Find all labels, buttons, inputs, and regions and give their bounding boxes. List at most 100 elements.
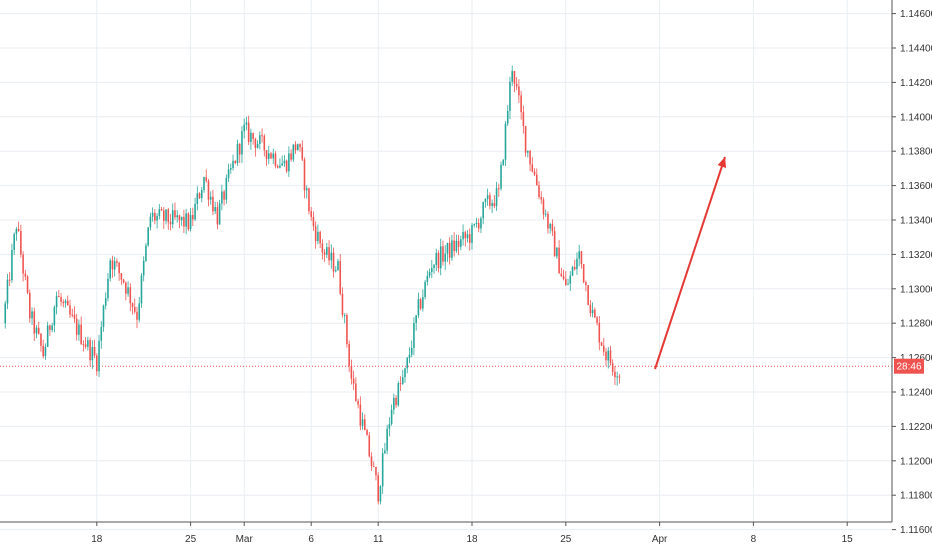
candle-body xyxy=(118,262,120,274)
candle-body xyxy=(261,135,263,137)
candle-body xyxy=(151,212,154,217)
candle-body xyxy=(272,153,275,159)
candle-body xyxy=(15,228,18,235)
candle-body xyxy=(462,232,464,240)
candle-body xyxy=(565,278,567,285)
candle-body xyxy=(203,177,205,191)
candle-body xyxy=(495,188,498,207)
candle-body xyxy=(406,357,409,369)
candle-body xyxy=(343,314,346,316)
candle-body xyxy=(334,270,337,272)
candle-body xyxy=(562,276,565,279)
candle-body xyxy=(431,268,433,272)
candle-body xyxy=(276,166,279,168)
candle-body xyxy=(328,247,330,261)
x-tick-label: 11 xyxy=(373,534,384,545)
candle-body xyxy=(136,311,138,320)
candle-body xyxy=(453,240,455,252)
candle-body xyxy=(122,279,125,283)
candle-body xyxy=(51,325,53,331)
candle-body xyxy=(401,377,404,384)
candle-body xyxy=(426,275,429,282)
candle-body xyxy=(477,222,480,229)
candle-body xyxy=(439,246,442,269)
candle-body xyxy=(390,409,393,425)
candle-body xyxy=(596,317,598,323)
candle-body xyxy=(547,213,549,229)
candle-body xyxy=(489,195,491,206)
candle-body xyxy=(341,293,344,316)
price-tag-label: 28:46 xyxy=(896,362,921,373)
candle-body xyxy=(116,261,118,263)
candle-body xyxy=(468,234,471,243)
candle-body xyxy=(518,86,520,96)
candle-body xyxy=(267,153,270,159)
candle-body xyxy=(484,199,487,203)
candle-body xyxy=(435,252,438,265)
candle-body xyxy=(352,378,355,384)
candle-body xyxy=(66,300,69,306)
candle-body xyxy=(303,159,306,191)
candle-body xyxy=(442,246,444,262)
candle-body xyxy=(573,266,576,270)
candle-body xyxy=(366,430,368,436)
candle-body xyxy=(614,371,616,378)
candle-body xyxy=(310,211,312,217)
candle-body xyxy=(17,228,20,231)
candle-body xyxy=(265,150,268,159)
y-tick-label: 1.13800 xyxy=(900,147,932,158)
candle-body xyxy=(433,264,435,269)
candle-body xyxy=(138,303,141,320)
candle-body xyxy=(292,144,295,160)
x-tick-label: 25 xyxy=(185,534,197,545)
candle-body xyxy=(399,383,402,385)
candle-body xyxy=(466,234,469,239)
y-tick-label: 1.14200 xyxy=(900,78,932,89)
candle-body xyxy=(109,260,111,279)
y-tick-label: 1.12600 xyxy=(900,353,932,364)
candle-body xyxy=(163,210,165,221)
price-axis[interactable]: 1.11600 1.11800 1.12000 1.12200 1.12400 1.126… xyxy=(892,9,932,536)
candle-body xyxy=(22,254,24,274)
candle-body xyxy=(393,397,395,410)
candle-body xyxy=(183,216,185,227)
candle-body xyxy=(198,193,201,199)
y-tick-label: 1.14000 xyxy=(900,112,932,123)
candle-body xyxy=(585,282,587,286)
candle-body xyxy=(196,193,199,204)
candle-body xyxy=(281,163,283,166)
y-tick-label: 1.14400 xyxy=(900,44,932,55)
candle-body xyxy=(169,222,172,225)
candle-body xyxy=(96,355,98,372)
candle-body xyxy=(232,160,234,169)
candle-body xyxy=(55,296,58,308)
x-tick-label: 6 xyxy=(308,534,314,545)
candle-body xyxy=(212,196,214,212)
candle-body xyxy=(408,354,411,358)
candle-body xyxy=(113,261,116,270)
candle-body xyxy=(84,344,87,347)
time-axis[interactable]: 18 25 Mar 6 11 18 25 Apr 8 15 xyxy=(91,522,853,545)
candle-body xyxy=(513,71,516,84)
candle-body xyxy=(283,160,286,164)
candle-body xyxy=(544,213,547,215)
candle-body xyxy=(527,150,529,153)
candle-body xyxy=(410,347,413,355)
candle-body xyxy=(187,213,190,230)
candle-body xyxy=(111,260,114,270)
candle-body xyxy=(53,307,56,326)
candle-body xyxy=(171,210,174,225)
candle-body xyxy=(98,340,100,372)
candle-body xyxy=(364,419,366,431)
candle-body xyxy=(93,347,96,356)
candle-body xyxy=(417,299,420,316)
x-tick-label: 8 xyxy=(751,534,757,545)
candle-body xyxy=(176,215,178,218)
candle-body xyxy=(167,209,170,223)
candle-body xyxy=(598,322,601,343)
candle-body xyxy=(529,150,531,165)
candle-body xyxy=(87,340,89,347)
candle-body xyxy=(127,287,129,294)
candle-body xyxy=(158,209,161,216)
